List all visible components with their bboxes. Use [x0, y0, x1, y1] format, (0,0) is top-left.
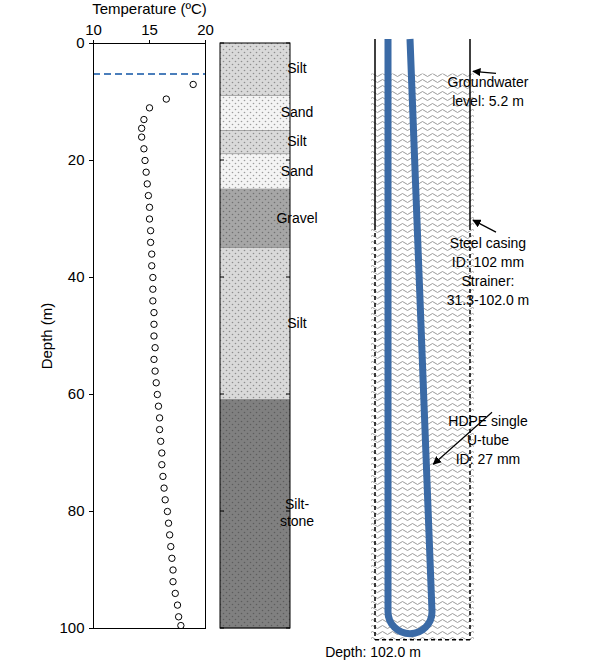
svg-text:Depth (m): Depth (m) — [38, 303, 55, 370]
svg-text:Sand: Sand — [281, 104, 314, 120]
svg-text:Sand: Sand — [281, 162, 314, 178]
svg-text:20: 20 — [197, 21, 214, 38]
svg-text:Steel casingID: 102 mmStrainer: Steel casingID: 102 mmStrainer:31.3-102.… — [447, 235, 530, 308]
svg-text:15: 15 — [141, 21, 158, 38]
html-text:U-tube: U-tube — [467, 432, 509, 449]
svg-text:40: 40 — [68, 268, 85, 285]
svg-text:Depth: 102.0 m: Depth: 102.0 m — [325, 644, 421, 660]
html-text:HDPE single: HDPE single — [448, 413, 528, 430]
svg-text:Temperature (ºC): Temperature (ºC) — [92, 0, 207, 17]
svg-text:60: 60 — [68, 385, 85, 402]
svg-text:Silt: Silt — [287, 314, 307, 331]
svg-text:Gravel: Gravel — [276, 209, 317, 225]
svg-text:Groundwaterlevel: 5.2 m: Groundwaterlevel: 5.2 m — [448, 74, 529, 109]
svg-text:0: 0 — [76, 34, 84, 51]
svg-text:Silt: Silt — [287, 60, 307, 76]
svg-text:10: 10 — [85, 21, 102, 38]
svg-text:20: 20 — [68, 151, 85, 168]
html-text:ID: 27 mm: ID: 27 mm — [455, 451, 521, 468]
svg-text:80: 80 — [68, 502, 85, 519]
svg-text:Silt: Silt — [287, 133, 307, 150]
svg-text:100: 100 — [59, 619, 84, 636]
svg-text:Silt-stone: Silt-stone — [280, 496, 314, 529]
